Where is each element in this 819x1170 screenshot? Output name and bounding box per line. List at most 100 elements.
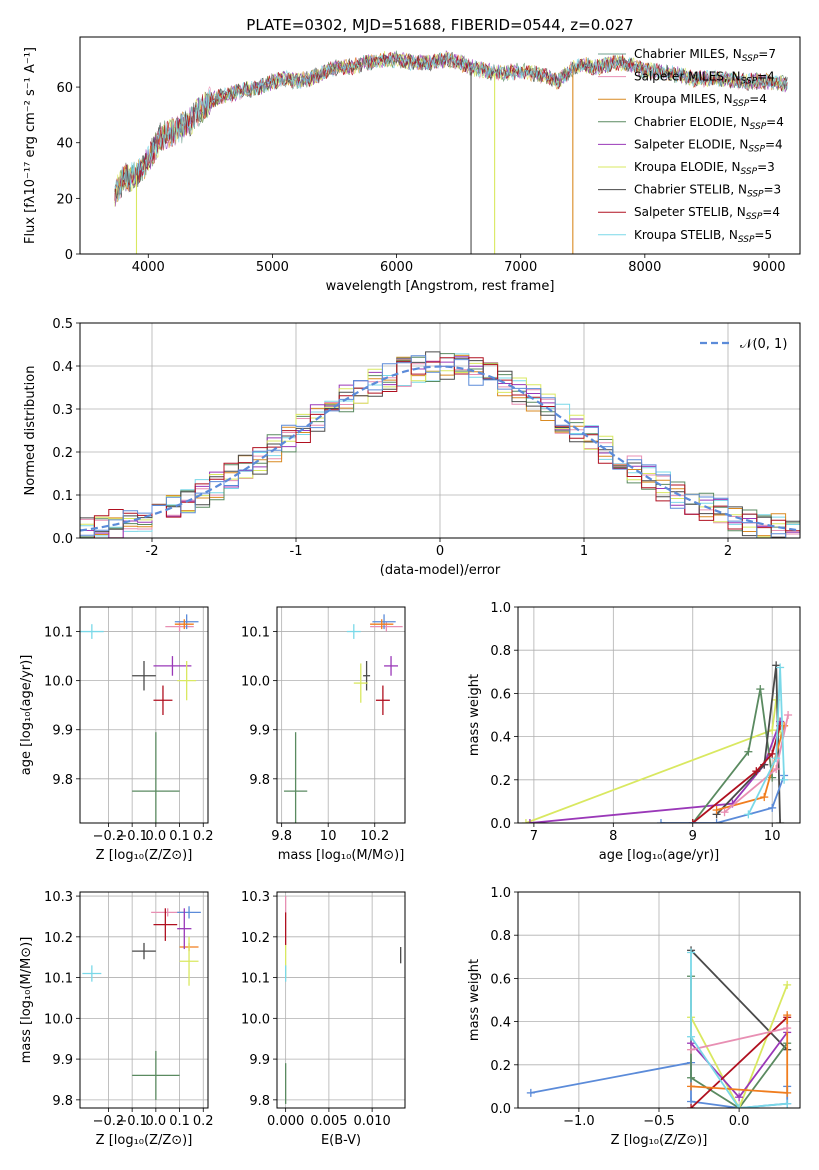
- y-tick-label: 9.9: [52, 724, 73, 739]
- error-point: [82, 965, 102, 982]
- y-tick-label: 0.0: [490, 817, 511, 832]
- axes: −1.0 −0.5 0.0 0.0 0.2 0.4 0.6 0.8 1.0 Z [log₁₀(Z/…: [467, 886, 801, 1148]
- error-point: [353, 663, 368, 703]
- weight-line-blue: [661, 775, 785, 823]
- y-axis-label: age [log₁₀(age/yr)]: [19, 655, 34, 776]
- error-point: [132, 942, 156, 960]
- x-tick-label: 5000: [256, 260, 289, 275]
- x-axis-label: mass [log₁₀(M/M⊙)]: [278, 848, 405, 863]
- y-tick-label: 40: [56, 137, 73, 152]
- x-tick-label: 0.005: [310, 1114, 347, 1129]
- normal-curve: [80, 365, 800, 532]
- x-axis-label: (data-model)/error: [380, 563, 501, 578]
- plus-marker: [768, 749, 777, 758]
- x-tick-label: 0.1: [169, 829, 190, 844]
- y-tick-label: 10.0: [44, 1012, 73, 1027]
- plot-area: [521, 661, 793, 823]
- plus-marker: [744, 810, 753, 819]
- error-point: [153, 656, 192, 676]
- y-tick-label: 0.2: [490, 1059, 511, 1074]
- x-tick-label: 7: [530, 829, 538, 844]
- panel-age-vs-ebv: 0.000 0.005 0.010 9.8 9.9 10.0 10.1 10.2 10.3 E(B…: [241, 890, 406, 1148]
- y-tick-label: 10.0: [241, 1012, 270, 1027]
- y-axis-label: Flux [fλ10⁻¹⁷ erg cm⁻² s⁻¹ A⁻¹]: [23, 47, 38, 244]
- y-tick-label: 10.1: [241, 972, 270, 987]
- panel-mass-vs-Z: −0.2−0.10.0 0.1 0.2 9.8 9.9 10.0 10.1 10.2 10.3 Z…: [19, 890, 214, 1148]
- plus-marker: [780, 775, 789, 784]
- x-tick-label: 0.0: [729, 1114, 750, 1129]
- plus-marker: [783, 1099, 792, 1108]
- weight-line-kE: [525, 699, 781, 823]
- x-tick-label: −0.2: [93, 829, 125, 844]
- y-tick-label: 9.8: [52, 773, 73, 788]
- plus-marker: [521, 819, 530, 823]
- x-tick-label: −0.5: [643, 1114, 675, 1129]
- plus-marker: [784, 711, 793, 719]
- error-point: [384, 656, 399, 676]
- error-point: [283, 732, 308, 823]
- legend-label: Kroupa ELODIE, NSSP=3: [634, 160, 775, 177]
- x-axis-label: age [log₁₀(age/yr)]: [599, 848, 720, 863]
- panel-mass-weight-vs-Z: −1.0 −0.5 0.0 0.0 0.2 0.4 0.6 0.8 1.0 Z [log₁₀(Z/…: [467, 886, 801, 1148]
- x-tick-label: 0.0: [146, 1114, 167, 1129]
- plus-marker: [783, 1011, 792, 1020]
- y-tick-label: 0.0: [52, 532, 73, 547]
- plus-marker: [720, 808, 729, 817]
- x-tick-label: 8: [609, 829, 617, 844]
- error-point: [346, 624, 361, 639]
- x-tick-label: 0.000: [267, 1114, 304, 1129]
- error-point: [177, 908, 192, 950]
- plus-marker: [712, 819, 721, 823]
- y-tick-label: 0.6: [490, 687, 511, 702]
- error-point: [370, 621, 403, 632]
- x-tick-label: 0.2: [193, 829, 214, 844]
- plus-marker: [687, 1045, 696, 1054]
- axes-frame: [79, 891, 209, 1109]
- error-point: [370, 619, 394, 630]
- plus-marker: [687, 1032, 696, 1041]
- y-axis-label: mass weight: [467, 959, 482, 1041]
- y-tick-label: 0.4: [52, 360, 73, 375]
- plus-marker: [687, 948, 696, 957]
- plus-marker: [783, 1024, 792, 1033]
- legend-label: Salpeter MILES, NSSP=4: [634, 70, 775, 87]
- clipped-marks: [80, 614, 199, 823]
- plot-area: [526, 946, 792, 1108]
- error-point: [174, 614, 199, 630]
- plus-marker: [735, 1104, 744, 1108]
- plot-area: [80, 614, 199, 823]
- spectrum-line-sS: [114, 51, 788, 201]
- weight-line-kS: [690, 952, 788, 1108]
- y-axis-label: mass [log₁₀(M/M⊙)]: [19, 937, 34, 1064]
- y-tick-label: 10.2: [241, 931, 270, 946]
- axes-frame: [517, 606, 801, 824]
- clipped-marks: [114, 50, 788, 254]
- plot-area: [284, 896, 402, 1104]
- x-tick-label: −0.1: [116, 1114, 148, 1129]
- y-tick-label: 10.1: [241, 626, 270, 641]
- y-tick-label: 9.8: [249, 773, 270, 788]
- panel-age-vs-mass: 9.8 10 10.2 9.8 9.9 10.0 10.1 mass [log₁₀(M/M⊙)…: [241, 606, 406, 863]
- error-point: [177, 661, 197, 701]
- x-tick-label: 0: [436, 544, 444, 559]
- y-tick-label: 0.4: [490, 731, 511, 746]
- y-tick-label: 9.8: [249, 1094, 270, 1109]
- y-tick-label: 9.9: [249, 724, 270, 739]
- y-tick-label: 20: [56, 192, 73, 207]
- clipped-marks: [284, 896, 402, 1104]
- plus-marker: [776, 663, 785, 672]
- x-tick-label: -1: [290, 544, 303, 559]
- x-tick-label: −1.0: [563, 1114, 595, 1129]
- y-tick-label: 0.0: [490, 1102, 511, 1117]
- y-tick-label: 10.1: [44, 972, 73, 987]
- error-point: [363, 661, 371, 691]
- error-point: [132, 661, 156, 691]
- plus-marker: [756, 685, 765, 694]
- legend: Chabrier MILES, NSSP=7 Salpeter MILES, NS…: [598, 47, 784, 245]
- x-tick-label: 8000: [628, 260, 661, 275]
- plus-marker: [712, 806, 721, 815]
- plus-marker: [687, 1073, 696, 1082]
- plus-marker: [656, 819, 665, 823]
- y-tick-label: 9.9: [52, 1053, 73, 1068]
- plus-marker: [776, 819, 785, 823]
